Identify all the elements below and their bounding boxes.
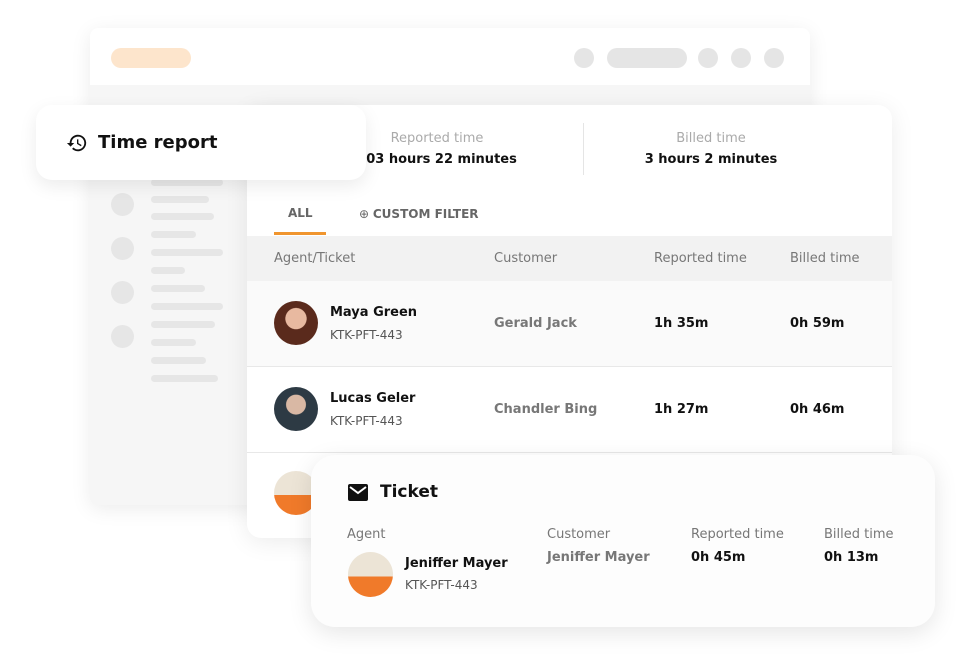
- billed-time: 0h 59m: [790, 316, 845, 331]
- topbar-dot: [764, 48, 784, 68]
- column-header[interactable]: Customer: [494, 251, 558, 266]
- column-header[interactable]: Billed time: [790, 251, 860, 266]
- reported-time: 0h 45m: [691, 550, 746, 565]
- logo-placeholder: [111, 48, 191, 68]
- stat-reported: Reported time 403 hours 22 minutes: [337, 131, 537, 167]
- ticket-id[interactable]: KTK-PFT-443: [330, 414, 403, 428]
- avatar: [274, 471, 318, 515]
- billed-time: 0h 46m: [790, 402, 845, 417]
- table-row[interactable]: Maya Green KTK-PFT-443 Gerald Jack 1h 35…: [247, 281, 892, 367]
- reported-time: 1h 27m: [654, 402, 709, 417]
- stat-billed: Billed time 3 hours 2 minutes: [611, 131, 811, 167]
- billed-time: 0h 13m: [824, 550, 879, 565]
- customer: Gerald Jack: [494, 316, 577, 331]
- avatar: [274, 387, 318, 431]
- agent-name: Lucas Geler: [330, 391, 416, 406]
- customer: Jeniffer Mayer: [547, 550, 650, 565]
- table-header: Agent/Ticket Customer Reported time Bill…: [247, 236, 892, 281]
- stat-value: 403 hours 22 minutes: [357, 152, 517, 167]
- plus-circle-icon: ⊕: [359, 207, 373, 221]
- ticket-id[interactable]: KTK-PFT-443: [405, 578, 478, 592]
- history-icon: [66, 134, 87, 151]
- ticket-title: Ticket: [380, 482, 439, 502]
- divider: [583, 123, 584, 175]
- tab-custom-filter[interactable]: ⊕ CUSTOM FILTER: [359, 207, 479, 221]
- active-tab-indicator: [274, 232, 326, 235]
- stat-value: 3 hours 2 minutes: [644, 152, 778, 167]
- ticket-card: Ticket Agent Customer Reported time Bill…: [311, 455, 935, 627]
- agent-name: Jeniffer Mayer: [405, 556, 508, 571]
- avatar: [274, 301, 318, 345]
- avatar: [348, 552, 393, 597]
- agent-name: Maya Green: [330, 305, 418, 320]
- window-topbar: [90, 28, 810, 85]
- topbar-dot: [731, 48, 751, 68]
- label-reported: Reported time: [691, 527, 784, 542]
- label-agent: Agent: [347, 527, 386, 542]
- stat-label: Reported time: [390, 131, 484, 146]
- column-header[interactable]: Agent/Ticket: [274, 251, 356, 266]
- tab-all[interactable]: ALL: [288, 206, 313, 220]
- reported-time: 1h 35m: [654, 316, 709, 331]
- stat-label: Billed time: [676, 131, 746, 146]
- mail-icon: [348, 484, 368, 501]
- topbar-pill: [607, 48, 687, 68]
- customer: Chandler Bing: [494, 402, 598, 417]
- table-row[interactable]: Lucas Geler KTK-PFT-443 Chandler Bing 1h…: [247, 367, 892, 453]
- label-billed: Billed time: [824, 527, 894, 542]
- label-customer: Customer: [547, 527, 611, 542]
- ticket-id[interactable]: KTK-PFT-443: [330, 328, 403, 342]
- topbar-dot: [698, 48, 718, 68]
- tab-label: CUSTOM FILTER: [372, 207, 479, 221]
- time-report-header: Time report: [36, 105, 366, 180]
- column-header[interactable]: Reported time: [654, 251, 747, 266]
- page-title: Time report: [98, 132, 218, 153]
- topbar-dot: [574, 48, 594, 68]
